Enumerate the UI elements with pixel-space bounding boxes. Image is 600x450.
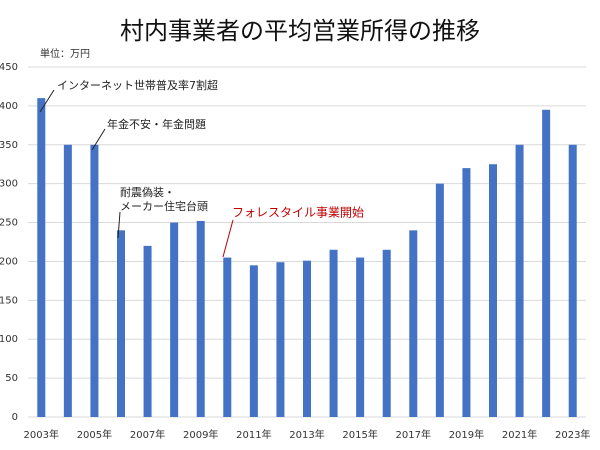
annotation-arrow bbox=[222, 219, 234, 258]
x-tick-label: 2021年 bbox=[502, 428, 537, 441]
annotation: メーカー住宅台頭 bbox=[120, 199, 208, 213]
bar bbox=[542, 109, 551, 418]
y-tick-label: 450 bbox=[0, 62, 18, 73]
bar bbox=[37, 98, 46, 417]
y-tick-label: 200 bbox=[0, 256, 18, 267]
bar bbox=[223, 257, 232, 417]
annotation: インターネット世帯普及率7割超 bbox=[57, 78, 218, 92]
x-tick-label: 2017年 bbox=[396, 428, 431, 441]
y-tick-label: 250 bbox=[0, 218, 18, 229]
x-tick-label: 2011年 bbox=[236, 428, 271, 441]
bar bbox=[435, 183, 444, 417]
y-tick-label: 300 bbox=[0, 179, 18, 190]
annotation-arrow bbox=[91, 128, 106, 151]
x-tick-label: 2019年 bbox=[449, 428, 484, 441]
bar bbox=[170, 222, 179, 417]
bar bbox=[329, 249, 338, 417]
bar bbox=[489, 164, 497, 417]
annotation: フォレスタイル事業開始 bbox=[232, 206, 364, 220]
x-tick-label: 2003年 bbox=[24, 428, 59, 441]
bar bbox=[276, 262, 285, 417]
bar bbox=[515, 144, 524, 417]
y-tick-label: 350 bbox=[0, 140, 18, 151]
x-tick-label: 2009年 bbox=[183, 428, 218, 441]
bar bbox=[303, 260, 311, 417]
bar bbox=[409, 230, 418, 417]
y-tick-label: 100 bbox=[0, 334, 18, 345]
x-tick-label: 2013年 bbox=[289, 428, 324, 441]
y-tick-label: 150 bbox=[0, 295, 18, 306]
annotation: 年金不安・年金問題 bbox=[107, 117, 206, 131]
y-tick-label: 50 bbox=[5, 373, 18, 384]
bar bbox=[63, 144, 72, 417]
bar bbox=[143, 245, 152, 417]
y-tick-label: 0 bbox=[12, 412, 18, 423]
bar bbox=[90, 144, 99, 417]
x-tick-label: 2015年 bbox=[342, 428, 377, 441]
unit-label: 単位：万円 bbox=[40, 47, 90, 60]
bar bbox=[382, 249, 391, 417]
annotation-arrow bbox=[117, 211, 121, 239]
bar bbox=[462, 168, 471, 417]
annotation-arrow bbox=[39, 89, 55, 113]
bar bbox=[356, 257, 365, 417]
bar bbox=[196, 221, 205, 417]
chart-title: 村内事業者の平均営業所得の推移 bbox=[120, 17, 480, 45]
x-tick-label: 2007年 bbox=[130, 428, 165, 441]
bar bbox=[568, 144, 577, 417]
bar bbox=[249, 265, 258, 417]
x-tick-label: 2023年 bbox=[555, 428, 590, 441]
y-tick-label: 400 bbox=[0, 101, 18, 112]
x-tick-label: 2005年 bbox=[77, 428, 112, 441]
annotation: 耐震偽装・ bbox=[120, 185, 175, 199]
bar bbox=[117, 230, 125, 417]
